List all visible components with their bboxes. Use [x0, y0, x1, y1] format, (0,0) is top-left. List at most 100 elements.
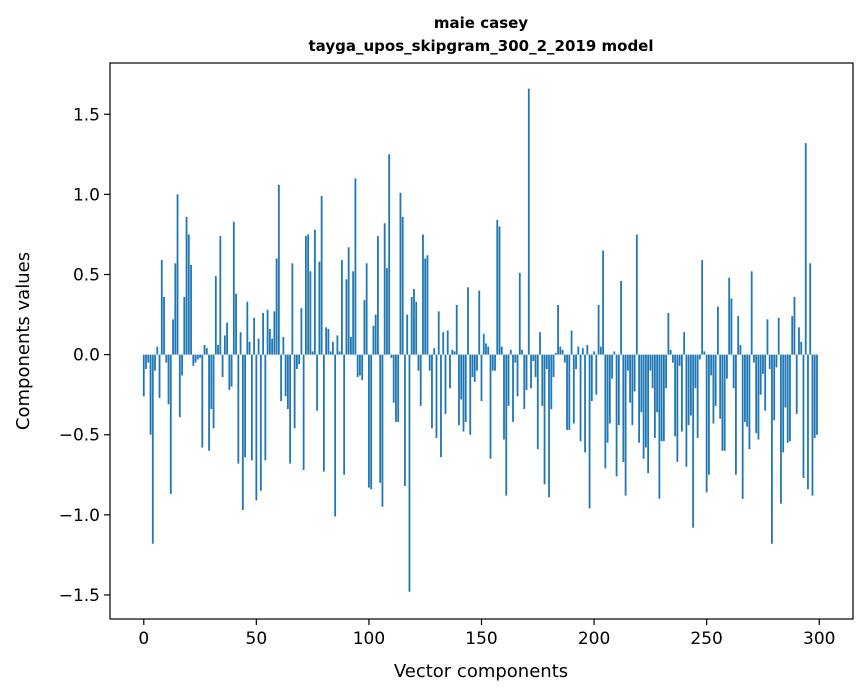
bar-60	[277, 184, 280, 355]
bar-48	[250, 354, 253, 461]
bar-243	[689, 354, 692, 416]
bar-240	[683, 332, 686, 355]
bar-237	[676, 354, 679, 462]
bar-118	[408, 354, 411, 592]
bar-234	[669, 349, 672, 355]
bar-165	[514, 354, 517, 363]
bar-110	[390, 354, 393, 358]
bar-217	[631, 354, 634, 426]
bar-189	[568, 354, 571, 430]
bar-26	[201, 354, 204, 448]
bar-218	[633, 354, 636, 392]
bar-241	[685, 354, 688, 467]
bar-258	[723, 354, 726, 451]
x-axis-ticks: 0 50 100 150 200 250 300	[138, 619, 835, 649]
bar-196	[584, 354, 586, 453]
bar-95	[356, 354, 359, 378]
bar-31	[212, 354, 215, 429]
bar-47	[248, 341, 251, 355]
bar-127	[428, 354, 431, 371]
bar-106	[381, 354, 384, 507]
bar-51	[257, 338, 260, 355]
bar-34	[219, 236, 222, 355]
bar-161	[505, 354, 508, 496]
bar-219	[635, 234, 638, 355]
bar-255	[717, 306, 719, 355]
bar-66	[291, 263, 294, 355]
bar-30	[210, 354, 213, 410]
bar-272	[755, 354, 758, 434]
bar-70	[300, 308, 303, 355]
bar-96	[359, 354, 361, 376]
bar-105	[379, 354, 382, 483]
bar-209	[613, 351, 616, 355]
bars-group	[142, 88, 818, 592]
bar-46	[246, 301, 249, 355]
bar-82	[327, 328, 330, 355]
bar-100	[368, 354, 370, 488]
bar-6	[156, 346, 159, 355]
bar-181	[550, 354, 553, 410]
bar-140	[458, 354, 460, 426]
bar-68	[295, 354, 298, 370]
x-tick-label: 150	[465, 629, 497, 649]
bar-78	[318, 261, 321, 355]
bar-14	[174, 263, 177, 355]
bar-290	[795, 354, 798, 414]
bar-21	[190, 264, 192, 355]
bar-280	[773, 354, 776, 421]
bar-132	[440, 354, 442, 458]
bar-139	[455, 304, 458, 355]
bar-299	[816, 354, 818, 435]
bar-91	[347, 247, 350, 355]
bar-62	[282, 336, 285, 355]
bar-79	[320, 195, 323, 355]
bar-87	[338, 351, 341, 355]
bar-164	[512, 354, 514, 422]
bar-291	[798, 327, 800, 355]
bar-50	[255, 354, 258, 501]
bar-9	[163, 296, 165, 355]
bar-143	[464, 354, 467, 422]
bar-239	[680, 354, 683, 432]
bar-197	[586, 345, 589, 355]
bar-54	[264, 354, 267, 461]
bar-119	[410, 296, 413, 355]
bar-285	[784, 354, 787, 408]
bar-93	[352, 271, 355, 355]
bar-1	[145, 354, 147, 370]
bar-101	[370, 354, 373, 490]
bar-278	[768, 354, 771, 370]
bar-193	[577, 346, 580, 355]
bar-246	[696, 354, 699, 438]
bar-99	[365, 263, 368, 355]
x-axis-label: Vector components	[394, 661, 568, 682]
bar-11	[167, 354, 170, 405]
y-axis-label: Components values	[13, 252, 34, 430]
bar-72	[304, 236, 307, 355]
bar-176	[539, 332, 541, 355]
bar-263	[735, 354, 737, 475]
bar-104	[377, 236, 379, 355]
bar-67	[293, 354, 296, 429]
bar-160	[503, 354, 505, 440]
bar-195	[581, 348, 584, 355]
bar-266	[741, 354, 744, 499]
bar-178	[543, 354, 546, 485]
bar-107	[383, 223, 386, 355]
bar-148	[476, 354, 478, 371]
bar-249	[703, 351, 706, 355]
bar-36	[223, 335, 226, 355]
bar-125	[424, 258, 427, 355]
bar-166	[516, 354, 519, 397]
bar-284	[782, 354, 785, 453]
bar-230	[660, 354, 663, 442]
bar-12	[169, 354, 172, 495]
bar-131	[437, 311, 440, 355]
bar-244	[692, 354, 695, 528]
y-tick-label: −0.5	[59, 426, 100, 446]
bar-77	[316, 354, 319, 411]
bar-238	[678, 354, 681, 366]
bar-293	[802, 354, 805, 478]
bar-295	[807, 354, 809, 490]
